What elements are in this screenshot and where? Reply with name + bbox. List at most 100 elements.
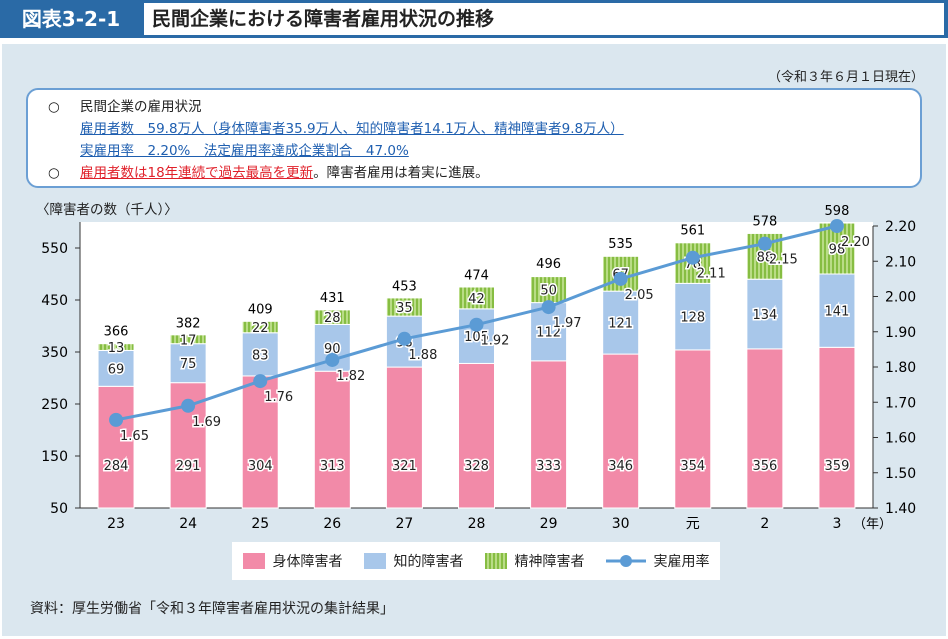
rate-label: 1.88 [408, 348, 437, 363]
rate-label: 1.69 [192, 415, 221, 430]
bar-total-label: 535 [608, 237, 633, 252]
bar-physical [818, 346, 856, 509]
bar-physical [385, 366, 423, 509]
x-tick-label: 27 [395, 516, 413, 532]
bar-mental [169, 334, 207, 345]
y2-tick-label: 1.60 [885, 431, 916, 447]
bar-total-label: 431 [320, 291, 345, 306]
rate-point [181, 398, 196, 413]
bar-value-label: 359 [825, 459, 850, 474]
bar-value-label: 134 [752, 308, 777, 323]
bar-value-label: 121 [608, 317, 633, 332]
bar-mental [313, 309, 351, 325]
rate-point [325, 352, 340, 367]
bar-value-label: 128 [680, 311, 705, 326]
bar-physical [674, 349, 712, 509]
bar-mental [97, 343, 135, 351]
bar-value-label: 112 [536, 326, 561, 341]
rate-label: 1.82 [336, 369, 365, 384]
y-tick-label: 50 [50, 501, 68, 517]
rate-label: 2.05 [625, 288, 654, 303]
y-tick-label: 250 [41, 397, 68, 413]
legend-label: 精神障害者 [514, 554, 585, 570]
legend-swatch [484, 553, 507, 569]
legend-item-physical: 身体障害者 [242, 551, 343, 571]
bar-value-label: 88 [757, 250, 774, 265]
bar-value-label: 98 [829, 243, 846, 258]
bar-physical [241, 375, 279, 509]
legend-item-intellectual: 知的障害者 [363, 551, 464, 571]
bar-intellectual [241, 332, 279, 377]
x-tick-label: 28 [468, 516, 486, 532]
bar-value-label: 69 [108, 362, 125, 377]
rate-point [613, 271, 628, 286]
x-axis-unit: （年） [853, 517, 892, 532]
rate-label: 1.92 [481, 334, 510, 349]
x-tick-label: 23 [107, 516, 125, 532]
bar-value-label: 22 [252, 321, 269, 336]
rate-point [829, 219, 844, 233]
bar-value-label: 333 [536, 459, 561, 474]
bar-value-label: 42 [468, 292, 485, 307]
x-tick-label: 29 [540, 516, 558, 532]
bar-physical [530, 360, 568, 509]
bar-value-label: 83 [252, 348, 269, 363]
y-axis-label: 〈障害者の数（千人）〉 [36, 202, 178, 218]
rate-point [253, 374, 268, 389]
bar-total-label: 382 [176, 316, 201, 331]
bar-value-label: 291 [176, 459, 201, 474]
bar-total-label: 598 [825, 204, 850, 219]
figure-header: 図表3-2-1 民間企業における障害者雇用状況の推移 [0, 0, 948, 38]
y-tick-label: 550 [41, 241, 68, 257]
bar-physical [313, 370, 351, 509]
bar-value-label: 346 [608, 459, 633, 474]
legend-swatch [242, 553, 265, 569]
y2-tick-label: 1.50 [885, 466, 916, 482]
y2-tick-label: 1.40 [885, 501, 916, 517]
summary-rest: 。障害者雇用は着実に進展。 [313, 165, 489, 181]
rate-point [469, 317, 484, 332]
bar-value-label: 28 [324, 311, 341, 326]
bar-value-label: 284 [104, 459, 129, 474]
bar-physical [602, 353, 640, 509]
y-tick-label: 450 [41, 293, 68, 309]
bar-mental [458, 286, 495, 310]
rate-label: 2.15 [769, 253, 798, 268]
bar-intellectual [169, 343, 207, 384]
bullet-icon: ○ [48, 165, 60, 181]
summary-heading: 民間企業の雇用状況 [80, 99, 202, 115]
rate-label: 2.20 [841, 235, 870, 250]
x-tick-label: 24 [179, 516, 197, 532]
x-tick-label: 元 [686, 516, 700, 532]
legend-line-marker [605, 555, 646, 567]
summary-line-rate: 実雇用率 2.20% 法定雇用率達成企業割合 47.0% [80, 143, 409, 159]
y2-tick-label: 1.90 [885, 325, 916, 341]
rate-point [685, 250, 700, 265]
bar-mental [241, 320, 279, 334]
bar-total-label: 453 [392, 279, 417, 294]
bar-physical [746, 348, 784, 509]
as-of-date: （令和３年６月１日現在） [767, 70, 924, 85]
rate-point [109, 412, 124, 427]
x-tick-label: 30 [612, 516, 630, 532]
bar-value-label: 17 [180, 333, 197, 348]
bar-value-label: 35 [396, 301, 413, 316]
bar-intellectual [602, 290, 640, 355]
legend-label: 知的障害者 [393, 554, 464, 570]
x-tick-label: 25 [251, 516, 269, 532]
rate-point [397, 331, 412, 346]
legend-item-mental: 精神障害者 [484, 551, 585, 571]
bar-intellectual [97, 349, 135, 387]
bar-value-label: 328 [464, 459, 489, 474]
bar-total-label: 366 [104, 325, 129, 340]
rate-label: 1.97 [553, 316, 582, 331]
bar-intellectual [746, 278, 784, 350]
x-tick-label: 26 [323, 516, 341, 532]
bar-physical [458, 362, 495, 509]
summary-highlight: 雇用者数は18年連続で過去最高を更新 [80, 165, 314, 181]
rate-point [541, 300, 556, 315]
bar-mental [385, 297, 423, 317]
bar-value-label: 141 [825, 305, 850, 320]
bullet-icon: ○ [48, 99, 60, 115]
